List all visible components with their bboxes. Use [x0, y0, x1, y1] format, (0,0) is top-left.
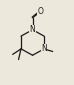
Text: O: O	[38, 7, 43, 16]
Text: N: N	[41, 44, 47, 53]
Text: N: N	[30, 25, 35, 34]
